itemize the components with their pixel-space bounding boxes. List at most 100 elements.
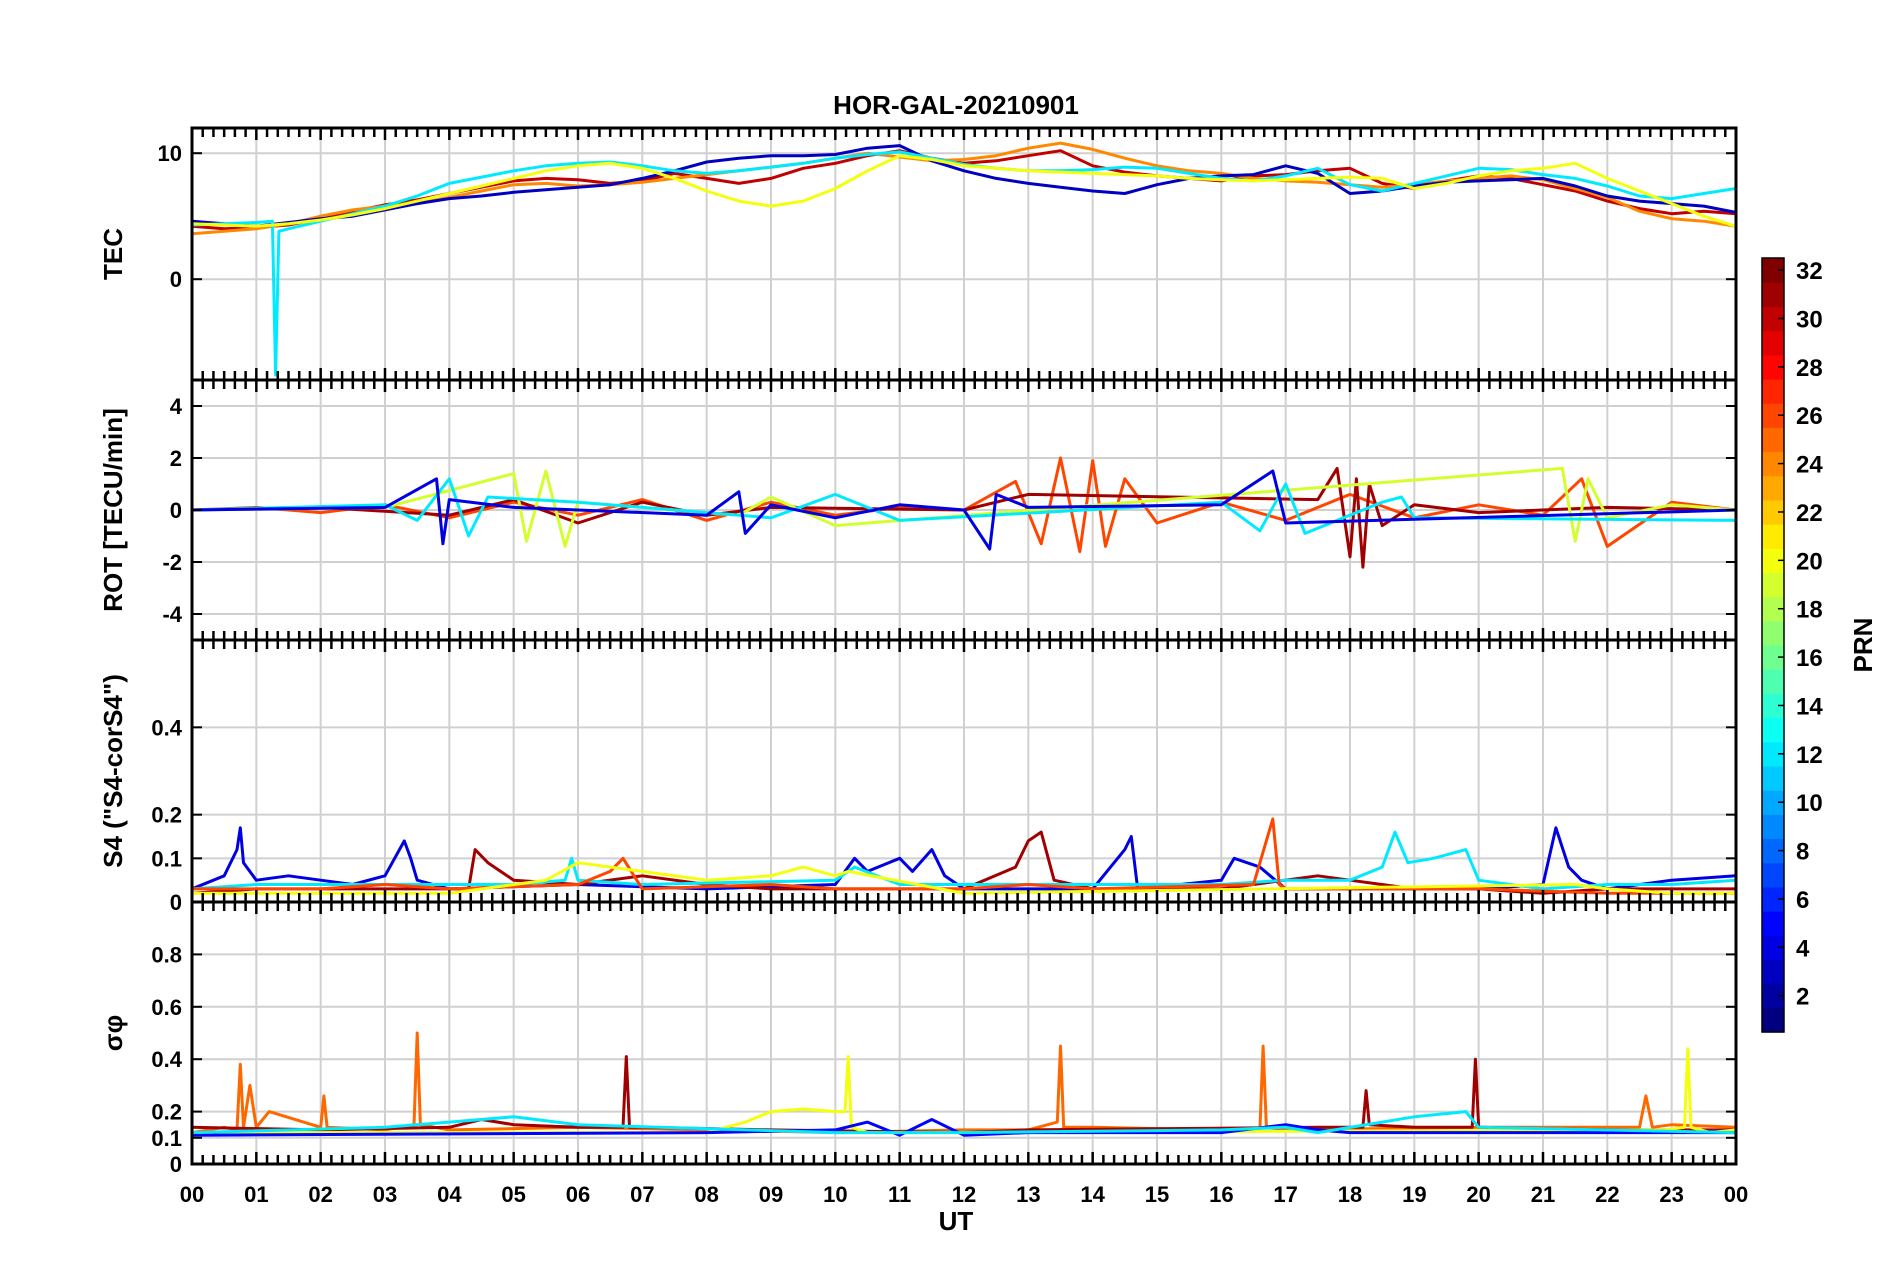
x-tick-label: 15	[1145, 1182, 1169, 1207]
y-tick-label: 0.1	[151, 1126, 182, 1151]
colorbar-tick-label: 24	[1796, 452, 1823, 479]
series-line-prn-20	[192, 154, 1736, 228]
series-line-prn-3	[192, 144, 1736, 228]
series-line-prn-20	[192, 861, 1736, 895]
x-tick-label: 08	[694, 1182, 718, 1207]
x-tick-label: 16	[1209, 1182, 1233, 1207]
series-group	[192, 141, 1736, 377]
colorbar-segment	[1762, 911, 1784, 936]
colorbar-segment	[1762, 282, 1784, 307]
colorbar-segment	[1762, 427, 1784, 453]
colorbar-tick-label: 22	[1796, 500, 1823, 527]
colorbar-tick-label: 28	[1796, 355, 1823, 382]
series-line-prn-4	[192, 469, 1736, 551]
colorbar-tick-label: 12	[1796, 742, 1823, 769]
colorbar-segment	[1762, 693, 1784, 719]
colorbar-segment	[1762, 258, 1784, 283]
colorbar-tick-label: 30	[1796, 306, 1823, 333]
x-tick-label: 20	[1466, 1182, 1490, 1207]
x-tick-label: 23	[1659, 1182, 1683, 1207]
colorbar-tick-label: 8	[1796, 839, 1809, 866]
x-tick-labels: 00 01 02 03 04 05 06 07 08 09 10 11 12 13 14 15 16 17 18 19…	[180, 1182, 1748, 1207]
colorbar-frame	[1761, 257, 1785, 1033]
colorbar-tick-label: 14	[1796, 693, 1823, 720]
colorbar-tick-label: 2	[1796, 984, 1809, 1011]
colorbar-segment	[1762, 959, 1784, 985]
chart-title: HOR-GAL-20210901	[833, 90, 1079, 120]
colorbar-segment	[1762, 548, 1784, 574]
colorbar-segment	[1762, 524, 1784, 549]
series-line-prn-12	[192, 1110, 1736, 1135]
colorbar-segment	[1762, 475, 1784, 501]
colorbar-segment	[1762, 306, 1784, 332]
series-line-prn-26	[192, 456, 1736, 554]
colorbar-tick-label: 16	[1796, 645, 1823, 672]
colorbar-tick-label: 10	[1796, 790, 1823, 817]
y-tick-label: 0.8	[151, 942, 182, 967]
series-line-prn-5	[192, 1118, 1736, 1137]
colorbar-tick-label: 20	[1796, 548, 1823, 575]
y-tick-label: 0	[170, 498, 182, 523]
x-tick-label: 01	[244, 1182, 268, 1207]
y-tick-label: 0.4	[151, 715, 182, 740]
series-group	[192, 1031, 1736, 1137]
colorbar-tick-label: 26	[1796, 403, 1823, 430]
colorbar-tick-label: 4	[1796, 935, 1810, 962]
colorbar-segment	[1762, 403, 1784, 428]
y-tick-label: -2	[162, 550, 182, 575]
y-tick-label: 10	[158, 141, 182, 166]
panel-ROT: -4 -2 0 2 4 ROT [TECU/min]	[98, 378, 1738, 642]
panel-frame	[190, 900, 1738, 1166]
x-tick-label: 10	[823, 1182, 847, 1207]
y-axis-label: TEC	[98, 228, 128, 280]
y-tick-label: 0.2	[151, 1100, 182, 1125]
y-tick-label: 0	[170, 267, 182, 292]
colorbar-segment	[1762, 790, 1784, 815]
colorbar-segment	[1762, 1007, 1784, 1033]
series-group	[192, 817, 1736, 895]
y-tick-label: 0.2	[151, 803, 182, 828]
panel-S4: 0 0.1 0.2 0.4 S4 ("S4-corS4")	[98, 638, 1738, 915]
colorbar-segment	[1762, 596, 1784, 622]
panel-sigma_phi: 00.10.2 0.4 0.6 0.8 σφ	[98, 900, 1738, 1177]
x-tick-label: 00	[180, 1182, 204, 1207]
x-tick-label: 02	[308, 1182, 332, 1207]
colorbar-segment	[1762, 838, 1784, 864]
colorbar-segment	[1762, 572, 1784, 598]
y-tick-label: 0	[170, 1152, 182, 1177]
series-group	[192, 456, 1736, 569]
x-tick-label: 19	[1402, 1182, 1426, 1207]
x-tick-label: 04	[437, 1182, 462, 1207]
colorbar-segment	[1762, 935, 1784, 961]
x-tick-label: 14	[1080, 1182, 1105, 1207]
x-tick-label: 18	[1338, 1182, 1362, 1207]
series-line-prn-12	[192, 150, 1736, 377]
series-line-prn-12	[192, 477, 1736, 538]
colorbar-tick-label: 32	[1796, 258, 1823, 285]
colorbar-segment	[1762, 862, 1784, 888]
x-tick-label: 22	[1595, 1182, 1619, 1207]
y-tick-label: -4	[162, 602, 182, 627]
colorbar-segment	[1762, 354, 1784, 380]
colorbar-tick-label: 18	[1796, 597, 1823, 624]
colorbar-segment	[1762, 765, 1784, 791]
colorbar-segment	[1762, 669, 1784, 694]
colorbar-segment	[1762, 330, 1784, 356]
x-tick-label: 06	[566, 1182, 590, 1207]
x-tick-label: 03	[373, 1182, 397, 1207]
colorbar-label: PRN	[1848, 618, 1878, 673]
y-axis-label: σφ	[98, 1015, 128, 1051]
colorbar-segment	[1762, 451, 1784, 477]
y-tick-label: 4	[170, 394, 183, 419]
panel-TEC: 0 10 TEC	[98, 126, 1738, 382]
y-tick-label: 0	[170, 890, 182, 915]
x-tick-label: 13	[1016, 1182, 1040, 1207]
y-tick-label: 2	[170, 446, 182, 471]
x-tick-label: 17	[1273, 1182, 1297, 1207]
x-axis-label: UT	[939, 1206, 974, 1236]
colorbar-segment	[1762, 814, 1784, 840]
x-tick-label: 07	[630, 1182, 654, 1207]
x-tick-label: 12	[952, 1182, 976, 1207]
